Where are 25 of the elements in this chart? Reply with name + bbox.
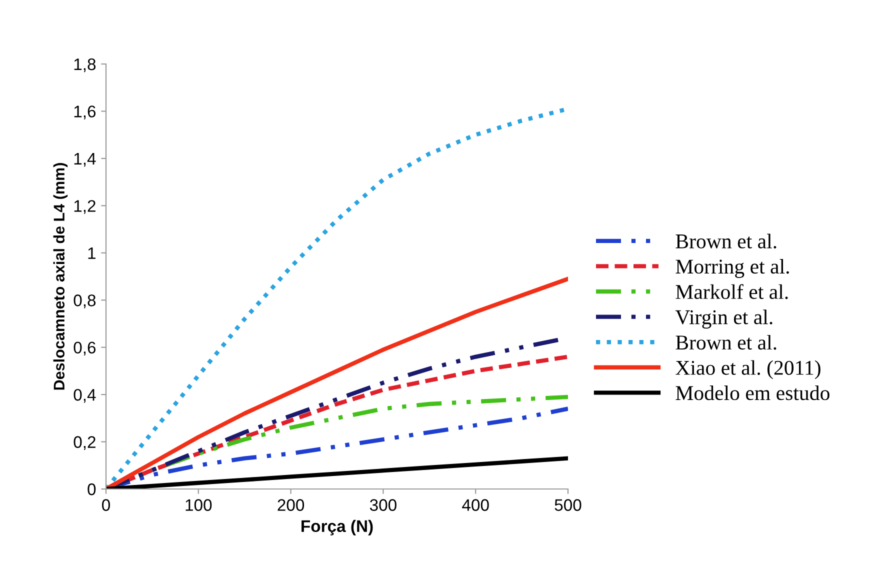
legend-label: Modelo em estudo (676, 385, 830, 400)
y-tick-label: 1 (88, 247, 96, 259)
x-tick-label: 0 (102, 499, 110, 511)
x-tick-label: 400 (462, 499, 489, 511)
x-tick-label: 300 (370, 499, 396, 511)
x-axis-title: Força (N) (302, 520, 373, 536)
y-tick-label: 0 (88, 483, 96, 496)
legend-label: Brown et al. (676, 334, 776, 350)
y-tick-label: 1,4 (74, 153, 96, 167)
y-tick-label: 0,2 (74, 436, 96, 450)
y-tick-label: 1,6 (74, 106, 96, 120)
legend-label: Virgin et al. (675, 310, 772, 329)
y-tick-label: 0,6 (74, 342, 96, 356)
x-tick-label: 100 (186, 499, 212, 511)
legend-label: Markolf et al. (676, 284, 788, 300)
y-tick-label: 0,4 (74, 388, 96, 403)
legend-label: Brown et al. (676, 234, 776, 248)
x-tick-label: 500 (554, 499, 582, 511)
y-tick-label: 0,8 (74, 294, 96, 308)
y-axis-title: Deslocamneto axial de L4 (mm) (53, 163, 68, 390)
x-tick-label: 200 (278, 499, 304, 511)
y-tick-label: 1,2 (74, 200, 96, 214)
legend-label: Xiao et al. (2011) (676, 360, 820, 380)
y-tick-label: 1,8 (74, 58, 96, 72)
legend-label: Morring et al. (676, 259, 789, 278)
